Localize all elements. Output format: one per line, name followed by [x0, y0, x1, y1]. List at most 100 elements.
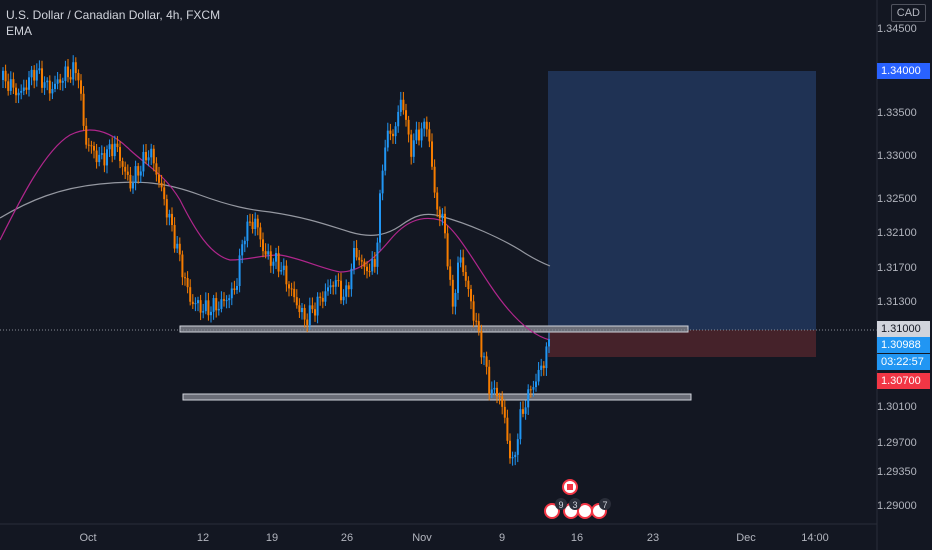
candle-body	[119, 147, 121, 162]
economic-events[interactable]: 9 3 7	[544, 479, 611, 519]
candle-body	[87, 144, 90, 146]
time-tick: 14:00	[801, 532, 829, 544]
candle-body	[472, 301, 475, 321]
candle-body	[267, 251, 270, 255]
candle-body	[485, 356, 488, 367]
candle-body	[498, 396, 501, 398]
candle-body	[160, 182, 163, 188]
candle-body	[444, 213, 446, 234]
candle-body	[22, 87, 25, 91]
candle-body	[155, 163, 158, 175]
candle-body	[7, 81, 10, 91]
candle-body	[220, 299, 223, 309]
entry-price-tag[interactable]: 1.31000	[877, 321, 930, 337]
event-count-badge[interactable]	[569, 498, 581, 510]
candle-body	[340, 280, 342, 301]
candle-body	[132, 182, 134, 189]
candle-body	[392, 133, 394, 137]
candle-body	[61, 80, 64, 83]
candle-body	[334, 280, 337, 287]
stop-zone[interactable]	[548, 330, 816, 357]
candle-body	[17, 92, 20, 96]
candle-body	[85, 125, 88, 145]
ema-slow-line	[0, 181, 551, 267]
candle-body	[379, 193, 381, 243]
candle-body	[137, 166, 140, 176]
candle-body	[524, 407, 527, 414]
candle-body	[394, 126, 397, 137]
currency-button[interactable]: CAD	[890, 4, 926, 22]
candle-body	[204, 300, 207, 312]
candle-body	[35, 70, 38, 81]
candle-body	[74, 62, 77, 74]
candle-body	[275, 253, 277, 262]
candle-body	[207, 300, 210, 316]
symbol-title[interactable]: U.S. Dollar / Canadian Dollar, 4h, FXCM	[6, 8, 221, 22]
candle-body	[152, 148, 155, 164]
candle-body	[415, 129, 418, 141]
candle-body	[329, 285, 332, 288]
candle-body	[483, 356, 485, 358]
candle-body	[233, 288, 236, 290]
candle-body	[194, 303, 197, 305]
candle-body	[176, 243, 179, 249]
candlestick-series	[2, 55, 550, 466]
candle-body	[225, 300, 228, 302]
candle-body	[72, 62, 75, 80]
support-box-upper[interactable]	[179, 325, 689, 333]
current-price-tag[interactable]: 1.30988	[877, 337, 930, 353]
candle-body	[490, 389, 493, 395]
support-box-lower[interactable]	[182, 393, 692, 401]
time-tick: Oct	[79, 532, 97, 544]
candle-body	[111, 144, 114, 157]
event-count-badge[interactable]	[599, 498, 611, 510]
candle-body	[389, 130, 392, 134]
candle-body	[407, 119, 410, 135]
target-zone[interactable]	[548, 71, 816, 330]
us-flag-icon[interactable]	[544, 503, 560, 519]
candle-body	[171, 213, 173, 226]
event-count-badge[interactable]	[555, 498, 567, 510]
candle-body	[116, 143, 119, 148]
candle-body	[212, 298, 215, 312]
candle-body	[345, 285, 348, 297]
candle-body	[366, 266, 368, 272]
candle-body	[191, 301, 194, 305]
candle-body	[324, 291, 327, 302]
indicator-label[interactable]: EMA	[6, 24, 33, 38]
candle-body	[106, 149, 108, 166]
candle-body	[529, 389, 532, 391]
candle-body	[477, 321, 480, 332]
candle-body	[25, 87, 28, 90]
candle-body	[503, 406, 506, 418]
candle-body	[425, 121, 428, 130]
candle-body	[178, 243, 181, 255]
candle-body	[308, 305, 311, 326]
candle-body	[527, 389, 530, 408]
candle-body	[80, 80, 82, 94]
candle-body	[454, 292, 457, 307]
candle-body	[436, 192, 439, 210]
candle-body	[197, 300, 199, 304]
candle-body	[457, 262, 459, 293]
candle-body	[288, 284, 290, 289]
candle-body	[46, 80, 49, 83]
candle-body	[295, 297, 298, 306]
candle-body	[264, 251, 267, 255]
candle-body	[9, 79, 12, 91]
price-tick: 1.29350	[877, 466, 917, 478]
candle-body	[535, 381, 537, 388]
chart-legend[interactable]: U.S. Dollar / Canadian Dollar, 4h, FXCM …	[6, 8, 220, 38]
candle-body	[360, 260, 363, 262]
candle-body	[522, 409, 524, 414]
stop-price-tag[interactable]: 1.30700	[877, 373, 930, 389]
price-tick: 1.34500	[877, 23, 917, 35]
candle-body	[405, 110, 407, 120]
candle-body	[2, 70, 4, 80]
target-price-tag[interactable]: 1.34000	[877, 63, 930, 79]
time-tick: 9	[498, 532, 506, 544]
time-tick: 19	[265, 532, 279, 544]
candle-body	[371, 259, 374, 272]
candle-body	[59, 79, 62, 83]
